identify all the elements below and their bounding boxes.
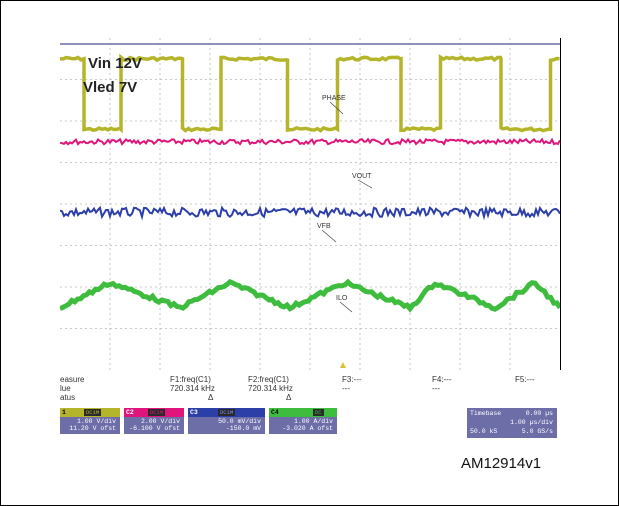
channel-4-scale: 1.00 A/div (293, 418, 333, 425)
timebase-label: Timebase (470, 410, 502, 417)
measure-f1: F1:freq(C1) (170, 375, 211, 384)
scope-plot: PHASE VOUT VFB ILO (60, 38, 560, 370)
channel-3-offset: -150.0 mV (225, 425, 261, 432)
value-f3: --- (342, 384, 350, 393)
channel-1-box: 1 DC1M 1.00 V/div 11.20 V ofst (60, 408, 120, 434)
channel-2-header: C2 DC1M (124, 408, 184, 417)
channel-3-box: C3 DC1M 50.0 mV/div -150.0 mV (188, 408, 265, 434)
channel-3-settings: 50.0 mV/div -150.0 mV (188, 417, 265, 434)
value-f1: 720.314 kHz (170, 384, 215, 393)
phase-label-leader (329, 101, 344, 115)
channel-1-number: 1 (62, 409, 66, 416)
channel-4-box: C4 DC 1.00 A/div -3.020 A ofst (269, 408, 337, 434)
vout-trace (60, 137, 560, 146)
measure-label: easure (60, 375, 85, 384)
timebase-value: 0.00 µs (525, 410, 553, 417)
figure-code: AM12914v1 (461, 455, 542, 472)
timebase-samples: 50.0 kS (470, 428, 498, 435)
measure-f4: F4:--- (432, 375, 452, 384)
value-f2: 720.314 kHz (248, 384, 293, 393)
channel-4-coupling: DC (313, 409, 324, 416)
timebase-rate: 5.0 GS/s (521, 428, 553, 435)
timebase-div: 1.00 µs/div (510, 419, 553, 426)
vled-label: Vled 7V (83, 79, 138, 96)
channel-1-offset: 11.20 V ofst (69, 425, 116, 432)
status-f1: Δ (208, 393, 214, 402)
channel-3-header: C3 DC1M (188, 408, 265, 417)
measure-f2: F2:freq(C1) (248, 375, 289, 384)
channel-1-scale: 1.00 V/div (76, 418, 116, 425)
channel-2-settings: 2.00 V/div -6.100 V ofst (124, 417, 184, 434)
channel-4-offset: -3.020 A ofst (282, 425, 333, 432)
channel-2-scale: 2.00 V/div (140, 418, 180, 425)
channel-4-header: C4 DC (269, 408, 337, 417)
channel-3-number: C3 (190, 409, 198, 416)
value-f4: --- (432, 384, 440, 393)
measure-f5: F5:--- (515, 375, 535, 384)
trigger-marker (340, 362, 346, 368)
vfb-label-leader (321, 229, 337, 243)
channel-2-coupling: DC1M (148, 409, 166, 416)
channel-2-number: C2 (126, 409, 134, 416)
ilo-label-leader (339, 301, 353, 313)
channel-4-number: C4 (271, 409, 279, 416)
channel-2-offset: -6.100 V ofst (129, 425, 180, 432)
phase-label: PHASE (322, 95, 346, 102)
measure-f3: F3:--- (342, 375, 362, 384)
channel-3-coupling: DC1M (218, 409, 236, 416)
channel-2-box: C2 DC1M 2.00 V/div -6.100 V ofst (124, 408, 184, 434)
vin-label: Vin 12V (88, 55, 142, 72)
oscilloscope-screen: PHASE VOUT VFB ILO (60, 38, 560, 370)
status-label: atus (60, 393, 76, 402)
vfb-trace (60, 204, 560, 221)
phase-trace (60, 53, 560, 134)
channel-3-scale: 50.0 mV/div (218, 418, 261, 425)
vout-label-leader (357, 179, 373, 189)
scope-right-border (560, 38, 561, 370)
channel-1-settings: 1.00 V/div 11.20 V ofst (60, 417, 120, 434)
channel-4-settings: 1.00 A/div -3.020 A ofst (269, 417, 337, 434)
channel-1-coupling: DC1M (84, 409, 102, 416)
ilo-label: ILO (336, 295, 348, 302)
channel-1-header: 1 DC1M (60, 408, 120, 417)
measurement-panel: easure F1:freq(C1) F2:freq(C1) F3:--- F4… (60, 370, 560, 410)
value-label: lue (60, 384, 71, 393)
vfb-label: VFB (317, 223, 331, 230)
vout-label: VOUT (352, 173, 372, 180)
timebase-box: Timebase 0.00 µs 1.00 µs/div 50.0 kS 5.0… (467, 408, 557, 438)
ilo-trace (60, 278, 560, 313)
status-f2: Δ (286, 393, 292, 402)
